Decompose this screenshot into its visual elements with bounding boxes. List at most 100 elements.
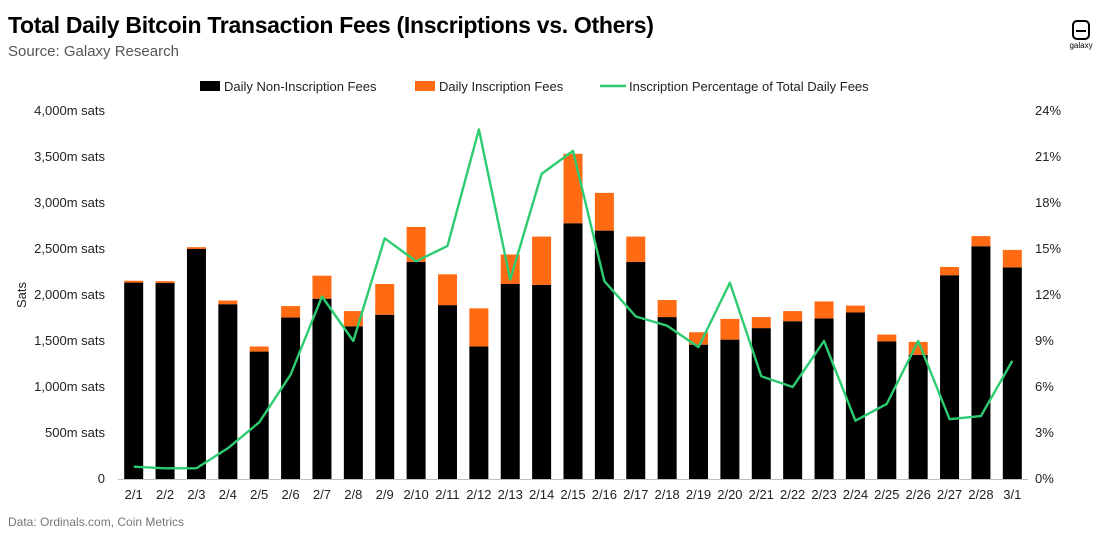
bar-inscription: [281, 306, 301, 318]
bar-non-inscription: [249, 351, 269, 479]
bar-non-inscription: [218, 304, 238, 479]
bar-non-inscription: [532, 284, 552, 479]
x-tick-label: 2/27: [937, 487, 962, 502]
x-tick-label: 2/10: [403, 487, 428, 502]
x-tick-label: 2/9: [376, 487, 394, 502]
bar-inscription: [124, 280, 144, 283]
bar-inscription: [249, 346, 269, 352]
x-tick-label: 2/3: [187, 487, 205, 502]
x-tick-label: 2/24: [843, 487, 868, 502]
x-tick-label: 2/13: [498, 487, 523, 502]
galaxy-logo: galaxy: [1066, 20, 1096, 50]
bar-inscription: [940, 266, 960, 276]
bar-non-inscription: [155, 283, 175, 479]
bar-non-inscription: [563, 223, 583, 479]
bar-non-inscription: [877, 341, 897, 479]
bar-non-inscription: [720, 339, 740, 479]
bar-inscription: [657, 300, 677, 318]
bar-inscription: [375, 283, 395, 315]
y-axis-label: Sats: [14, 281, 29, 308]
x-tick-label: 2/20: [717, 487, 742, 502]
x-tick-label: 2/17: [623, 487, 648, 502]
bar-non-inscription: [908, 354, 928, 479]
bar-inscription: [971, 236, 991, 247]
bar-inscription: [845, 305, 865, 313]
x-tick-label: 2/7: [313, 487, 331, 502]
x-tick-label: 2/26: [906, 487, 931, 502]
legend-label: Daily Inscription Fees: [439, 79, 564, 94]
legend-label: Daily Non-Inscription Fees: [224, 79, 377, 94]
bar-inscription: [594, 192, 614, 231]
bar-non-inscription: [469, 346, 489, 479]
bar-non-inscription: [940, 275, 960, 479]
data-source-note: Data: Ordinals.com, Coin Metrics: [8, 515, 185, 529]
bar-non-inscription: [751, 328, 771, 479]
bar-inscription: [814, 301, 834, 319]
legend-swatch-inscription: [415, 81, 435, 91]
chart-subtitle: Source: Galaxy Research: [8, 43, 179, 60]
bar-non-inscription: [186, 249, 206, 479]
bar-non-inscription: [406, 261, 426, 479]
bar-non-inscription: [814, 318, 834, 479]
bar-non-inscription: [594, 230, 614, 479]
bar-inscription: [877, 334, 897, 342]
x-tick-label: 2/21: [749, 487, 774, 502]
x-tick-label: 2/2: [156, 487, 174, 502]
y-tick-label: 3,500m sats: [34, 149, 105, 164]
bar-inscription: [783, 311, 803, 322]
bar-inscription: [751, 317, 771, 329]
x-tick-label: 2/16: [592, 487, 617, 502]
inscription-percentage-line: [133, 128, 1014, 470]
x-tick-label: 2/18: [654, 487, 679, 502]
bar-inscription: [532, 236, 552, 285]
y-tick-label: 4,000m sats: [34, 103, 105, 118]
y2-tick-label: 21%: [1035, 149, 1061, 164]
x-tick-label: 2/6: [282, 487, 300, 502]
bar-non-inscription: [281, 317, 301, 479]
x-tick-label: 3/1: [1003, 487, 1021, 502]
bar-inscription: [469, 308, 489, 347]
y2-tick-label: 3%: [1035, 425, 1054, 440]
bar-non-inscription: [375, 314, 395, 479]
x-tick-label: 2/28: [968, 487, 993, 502]
bar-inscription: [406, 226, 426, 262]
bar-non-inscription: [845, 312, 865, 479]
y-tick-label: 2,000m sats: [34, 287, 105, 302]
bar-non-inscription: [343, 326, 363, 479]
y-tick-label: 2,500m sats: [34, 241, 105, 256]
bar-inscription: [312, 275, 332, 299]
x-tick-label: 2/15: [560, 487, 585, 502]
x-tick-label: 2/4: [219, 487, 237, 502]
legend-swatch-non-inscription: [200, 81, 220, 91]
bar-non-inscription: [437, 305, 457, 479]
bar-non-inscription: [312, 298, 332, 479]
y-tick-label: 0: [98, 471, 105, 486]
x-tick-label: 2/8: [344, 487, 362, 502]
x-tick-label: 2/1: [125, 487, 143, 502]
y2-tick-label: 12%: [1035, 287, 1061, 302]
chart-title: Total Daily Bitcoin Transaction Fees (In…: [8, 12, 654, 38]
bar-inscription: [563, 153, 583, 224]
bar-inscription: [218, 300, 238, 305]
bar-non-inscription: [500, 283, 520, 479]
x-tick-label: 2/14: [529, 487, 554, 502]
bar-inscription: [437, 274, 457, 306]
y2-tick-label: 18%: [1035, 195, 1061, 210]
x-tick-label: 2/19: [686, 487, 711, 502]
bar-non-inscription: [626, 261, 646, 479]
bar-non-inscription: [1002, 267, 1022, 479]
x-tick-label: 2/25: [874, 487, 899, 502]
y2-tick-label: 9%: [1035, 333, 1054, 348]
y-tick-label: 1,000m sats: [34, 379, 105, 394]
bar-non-inscription: [783, 321, 803, 479]
y-tick-label: 500m sats: [45, 425, 105, 440]
y2-tick-label: 0%: [1035, 471, 1054, 486]
x-tick-label: 2/12: [466, 487, 491, 502]
bar-inscription: [1002, 249, 1022, 268]
bar-non-inscription: [971, 246, 991, 479]
x-tick-label: 2/23: [811, 487, 836, 502]
y-tick-label: 1,500m sats: [34, 333, 105, 348]
bar-inscription: [720, 318, 740, 340]
galaxy-logo-icon: [1072, 20, 1090, 40]
